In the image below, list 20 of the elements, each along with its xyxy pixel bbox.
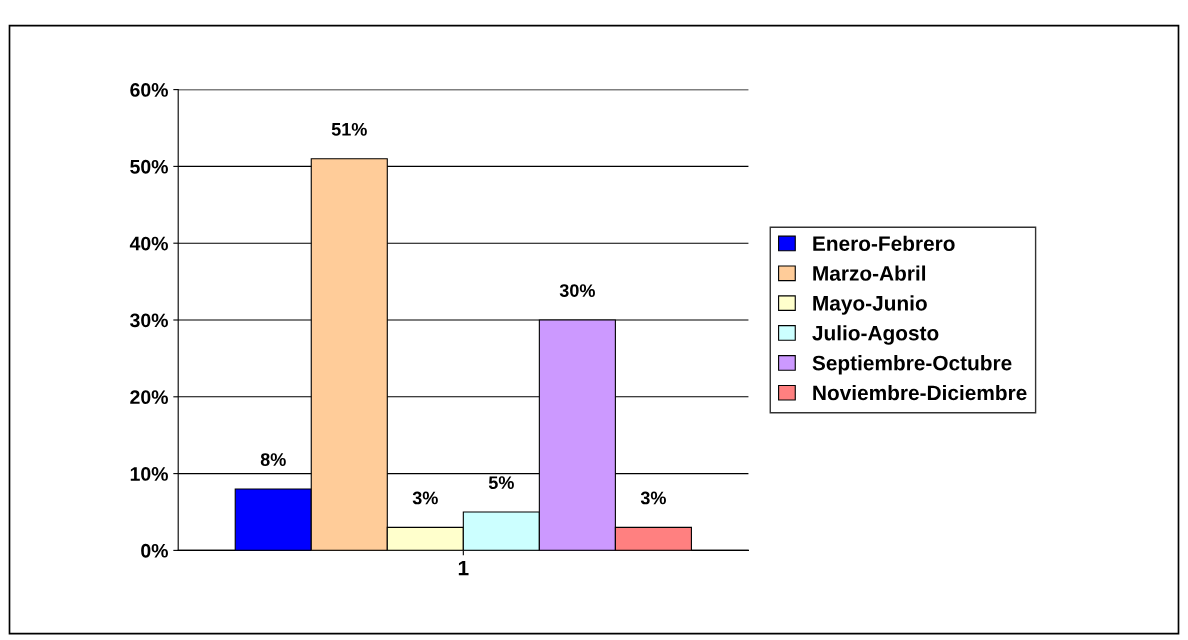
y-tick-label: 10% bbox=[130, 467, 168, 481]
y-tick-label: 20% bbox=[130, 390, 168, 405]
y-tick-label: 40% bbox=[129, 236, 168, 251]
legend-label: Enero-Febrero bbox=[813, 235, 955, 251]
y-tick-label: 0% bbox=[141, 543, 168, 558]
data-label: 30% bbox=[559, 284, 595, 298]
legend-label: Marzo-Abril bbox=[813, 265, 926, 281]
data-label: 3% bbox=[640, 491, 666, 505]
y-tick-label: 60% bbox=[130, 83, 168, 97]
data-label: 3% bbox=[412, 491, 438, 505]
legend-label: Noviembre-Diciembre bbox=[813, 384, 1027, 401]
data-label: 5% bbox=[488, 476, 514, 489]
legend-label: Septiembre-Octubre bbox=[812, 355, 1012, 375]
data-label: 51% bbox=[331, 122, 367, 136]
legend-label: Mayo-Junio bbox=[813, 295, 927, 315]
y-tick-label: 30% bbox=[130, 313, 168, 328]
data-label: 8% bbox=[260, 453, 286, 466]
legend-label: Julio-Agosto bbox=[812, 325, 939, 345]
x-tick-label: 1 bbox=[458, 560, 469, 576]
y-tick-label: 50% bbox=[130, 159, 168, 174]
